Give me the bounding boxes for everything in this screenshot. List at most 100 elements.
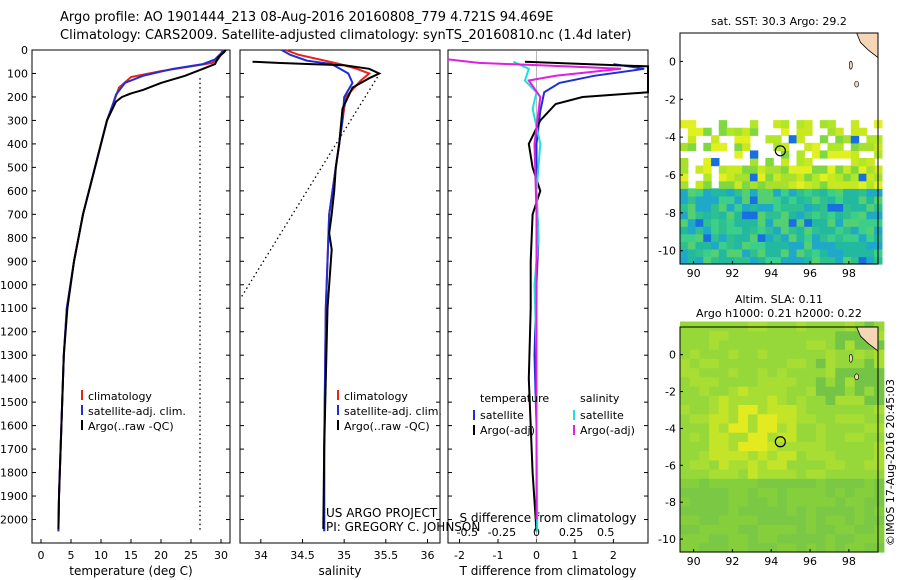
map-grid-cell bbox=[680, 233, 689, 242]
map-grid-cell bbox=[749, 158, 759, 167]
map-grid-cell bbox=[728, 358, 739, 369]
map-grid-cell bbox=[703, 180, 712, 189]
map-grid-cell bbox=[854, 450, 865, 461]
island-shape bbox=[854, 80, 859, 88]
map-grid-cell bbox=[777, 413, 788, 424]
map-grid-cell bbox=[728, 450, 739, 461]
map-grid-cell bbox=[742, 211, 751, 220]
map-grid-cell bbox=[854, 321, 865, 332]
map-grid-cell bbox=[843, 180, 852, 189]
map-grid-cell bbox=[718, 226, 728, 235]
map-grid-cell bbox=[854, 349, 865, 359]
map-grid-cell bbox=[835, 248, 844, 258]
map-grid-cell bbox=[738, 542, 749, 553]
map-grid-cell bbox=[786, 469, 798, 479]
map-grid-cell bbox=[726, 241, 735, 250]
map-grid-cell bbox=[773, 248, 782, 258]
map-grid-cell bbox=[827, 142, 836, 151]
map-grid-cell bbox=[858, 248, 867, 258]
map-grid-cell bbox=[718, 195, 728, 204]
map-grid-cell bbox=[827, 241, 836, 250]
map-y-tick-label: -6 bbox=[665, 459, 676, 472]
map-grid-cell bbox=[796, 478, 807, 488]
map-grid-cell bbox=[773, 135, 782, 144]
map-grid-cell bbox=[812, 241, 821, 250]
map-grid-cell bbox=[765, 256, 774, 265]
map-grid-cell bbox=[835, 150, 844, 159]
map-grid-cell bbox=[843, 188, 852, 197]
map-grid-cell bbox=[835, 413, 846, 424]
map-grid-cell bbox=[728, 496, 739, 507]
map-grid-cell bbox=[866, 135, 875, 144]
map-grid-cell bbox=[806, 524, 817, 535]
map-grid-cell bbox=[788, 248, 798, 258]
map-grid-cell bbox=[835, 376, 846, 387]
map-grid-cell bbox=[687, 135, 697, 144]
map-x-tick-label: 98 bbox=[842, 267, 856, 280]
map-grid-cell bbox=[854, 432, 865, 442]
map-grid-cell bbox=[845, 413, 856, 424]
map-grid-cell bbox=[845, 395, 856, 405]
map-grid-cell bbox=[687, 256, 697, 265]
map-grid-cell bbox=[866, 142, 875, 151]
top-x-tick-label: 0 bbox=[533, 526, 540, 539]
map-grid-cell bbox=[749, 248, 759, 258]
map-x-tick-label: 90 bbox=[687, 267, 701, 280]
map-grid-cell bbox=[680, 358, 691, 369]
map-grid-cell bbox=[815, 524, 827, 535]
map-grid-cell bbox=[788, 203, 798, 212]
map-grid-cell bbox=[749, 195, 759, 204]
map-grid-cell bbox=[742, 127, 751, 136]
map-grid-cell bbox=[680, 450, 691, 461]
map-grid-cell bbox=[827, 120, 836, 129]
map-grid-cell bbox=[773, 256, 782, 265]
map-grid-cell bbox=[835, 218, 844, 227]
map-grid-cell bbox=[806, 349, 817, 359]
map-grid-cell bbox=[757, 339, 768, 350]
map-grid-cell bbox=[718, 188, 728, 197]
map-grid-cell bbox=[757, 515, 768, 525]
map-grid-cell bbox=[728, 487, 739, 498]
map-grid-cell bbox=[786, 386, 798, 396]
map-grid-cell bbox=[835, 542, 846, 553]
map-grid-cell bbox=[699, 515, 710, 525]
map-title: sat. SST: 30.3 Argo: 29.2 bbox=[711, 15, 847, 28]
map-grid-cell bbox=[825, 367, 836, 378]
map-grid-cell bbox=[874, 422, 885, 433]
map-grid-cell bbox=[815, 441, 827, 452]
map-grid-cell bbox=[835, 505, 846, 516]
map-grid-cell bbox=[767, 469, 778, 479]
map-grid-cell bbox=[786, 533, 798, 544]
map-grid-cell bbox=[747, 496, 759, 507]
map-grid-cell bbox=[718, 241, 728, 250]
legend-label: Argo(-adj) bbox=[580, 424, 635, 437]
map-grid-cell bbox=[850, 241, 860, 250]
map-grid-cell bbox=[757, 241, 766, 250]
map-grid-cell bbox=[854, 358, 865, 369]
map-grid-cell bbox=[767, 376, 778, 387]
map-grid-cell bbox=[742, 135, 751, 144]
map-grid-cell bbox=[864, 459, 875, 470]
map-grid-cell bbox=[866, 173, 875, 182]
map-grid-cell bbox=[815, 367, 827, 378]
map-grid-cell bbox=[749, 127, 759, 136]
map-grid-cell bbox=[765, 233, 774, 242]
map-grid-cell bbox=[825, 469, 836, 479]
map-grid-cell bbox=[864, 413, 875, 424]
map-grid-cell bbox=[699, 487, 710, 498]
map-grid-cell bbox=[796, 542, 807, 553]
map-grid-cell bbox=[845, 459, 856, 470]
map-grid-cell bbox=[874, 330, 885, 341]
map-grid-cell bbox=[854, 469, 865, 479]
x-tick-label: 35 bbox=[337, 549, 351, 562]
map-grid-cell bbox=[835, 241, 844, 250]
map-grid-cell bbox=[718, 450, 730, 461]
map-grid-cell bbox=[788, 233, 798, 242]
map-grid-cell bbox=[786, 349, 798, 359]
map-grid-cell bbox=[767, 524, 778, 535]
map-grid-cell bbox=[819, 233, 829, 242]
map-grid-cell bbox=[843, 218, 852, 227]
map-grid-cell bbox=[874, 367, 885, 378]
map-grid-cell bbox=[709, 505, 720, 516]
map-grid-cell bbox=[711, 188, 720, 197]
